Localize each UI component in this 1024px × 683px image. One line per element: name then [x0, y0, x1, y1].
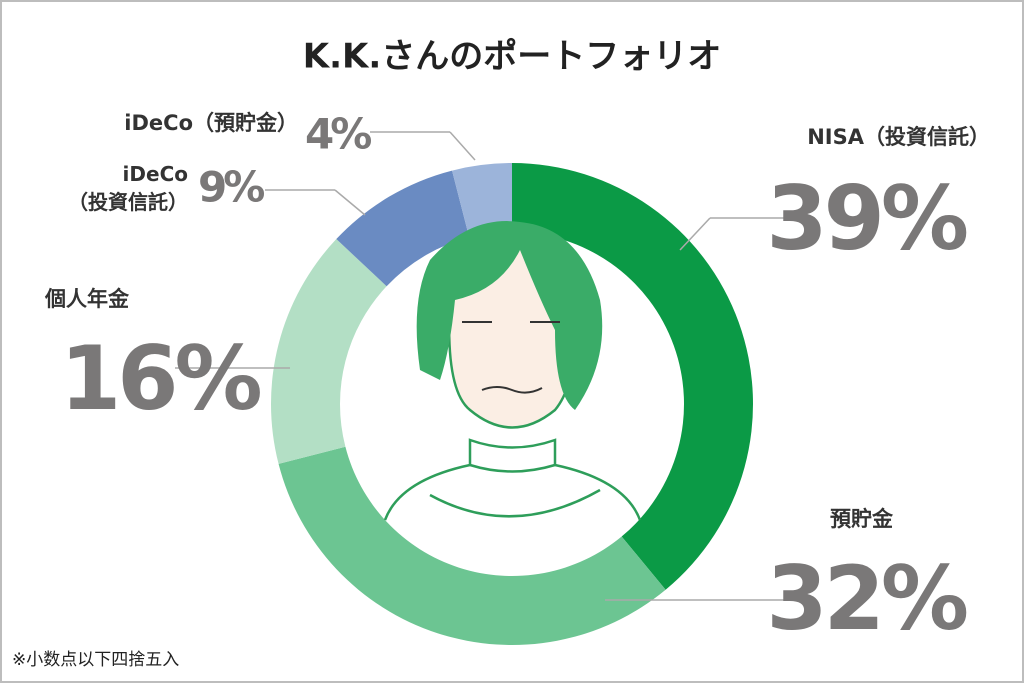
- donut-segment: [336, 170, 470, 287]
- donut-segment: [452, 163, 512, 238]
- donut-segment: [512, 163, 754, 590]
- legend-label: 個人年金: [44, 287, 130, 311]
- value-label: 16%: [60, 327, 260, 430]
- note: ※小数点以下四捨五入: [12, 650, 179, 670]
- illustration: [383, 221, 642, 521]
- value-label: 9%: [198, 163, 264, 212]
- legend-label: iDeCo（預貯金）: [124, 111, 298, 135]
- value-label: 39%: [766, 167, 966, 270]
- leader-lines: [175, 131, 815, 601]
- donut-segment: [278, 446, 666, 645]
- value-label: 32%: [766, 547, 966, 650]
- legend-label: 預貯金: [830, 507, 894, 531]
- donut-segment: [271, 239, 387, 464]
- legend-label: NISA（投資信託）: [807, 125, 990, 149]
- value-label: 4%: [305, 110, 371, 159]
- chart-title: K.K.さんのポートフォリオ: [303, 37, 722, 77]
- legend-label: iDeCo （投資信託）: [68, 162, 188, 214]
